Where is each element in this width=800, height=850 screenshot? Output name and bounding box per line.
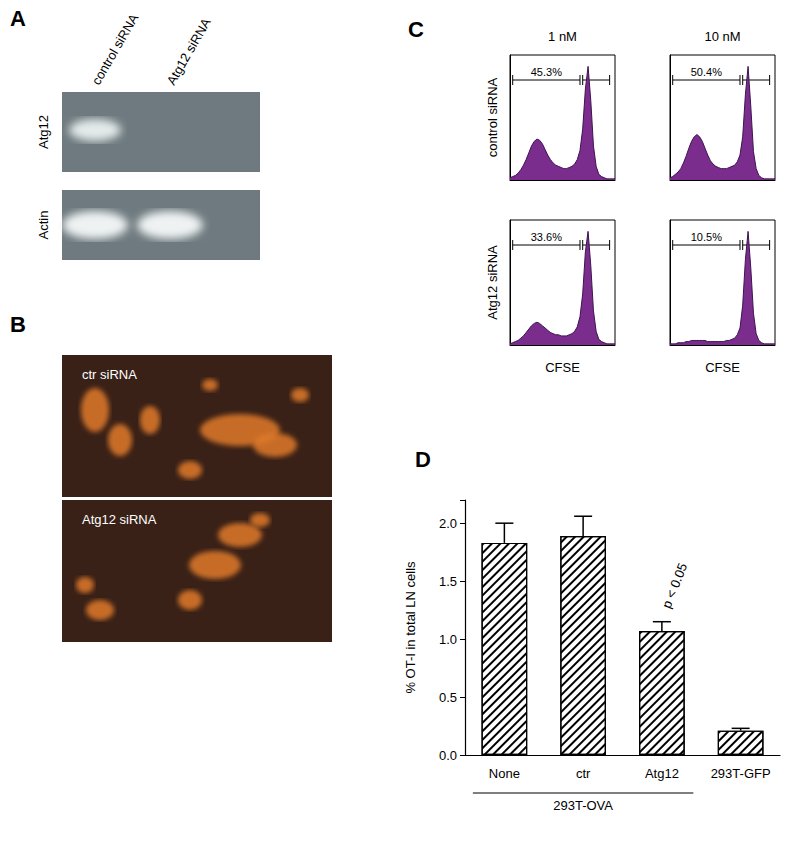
svg-text:Atg12 siRNA: Atg12 siRNA	[485, 245, 500, 320]
svg-text:None: None	[489, 766, 520, 781]
svg-text:0.0: 0.0	[439, 748, 457, 763]
svg-text:293T-OVA: 293T-OVA	[553, 798, 613, 813]
svg-text:10.5%: 10.5%	[691, 231, 722, 243]
svg-text:D: D	[415, 447, 431, 472]
svg-text:CFSE: CFSE	[545, 360, 580, 375]
svg-text:50.4%: 50.4%	[691, 66, 722, 78]
svg-text:A: A	[10, 6, 26, 31]
svg-text:1 nM: 1 nM	[548, 29, 577, 44]
svg-text:1.0: 1.0	[439, 632, 457, 647]
svg-text:Atg12 siRNA: Atg12 siRNA	[164, 15, 214, 87]
svg-text:Atg12: Atg12	[36, 115, 51, 149]
svg-text:0.5: 0.5	[439, 690, 457, 705]
svg-text:1.5: 1.5	[439, 574, 457, 589]
svg-text:Actin: Actin	[36, 211, 51, 240]
svg-text:% OT-I in total LN cells: % OT-I in total LN cells	[403, 561, 418, 694]
svg-text:45.3%: 45.3%	[531, 66, 562, 78]
svg-text:control siRNA: control siRNA	[485, 77, 500, 157]
svg-text:2.0: 2.0	[439, 516, 457, 531]
svg-text:Atg12: Atg12	[645, 766, 679, 781]
svg-text:ctr: ctr	[576, 766, 591, 781]
svg-text:293T-GFP: 293T-GFP	[711, 766, 771, 781]
svg-text:B: B	[10, 312, 26, 337]
svg-text:control siRNA: control siRNA	[89, 11, 142, 88]
svg-text:10 nM: 10 nM	[704, 29, 740, 44]
svg-text:CFSE: CFSE	[705, 360, 740, 375]
svg-text:p < 0.05: p < 0.05	[659, 561, 690, 611]
svg-text:33.6%: 33.6%	[531, 231, 562, 243]
svg-text:ctr siRNA: ctr siRNA	[82, 367, 137, 382]
svg-text:C: C	[408, 17, 424, 42]
svg-text:Atg12 siRNA: Atg12 siRNA	[82, 512, 157, 527]
